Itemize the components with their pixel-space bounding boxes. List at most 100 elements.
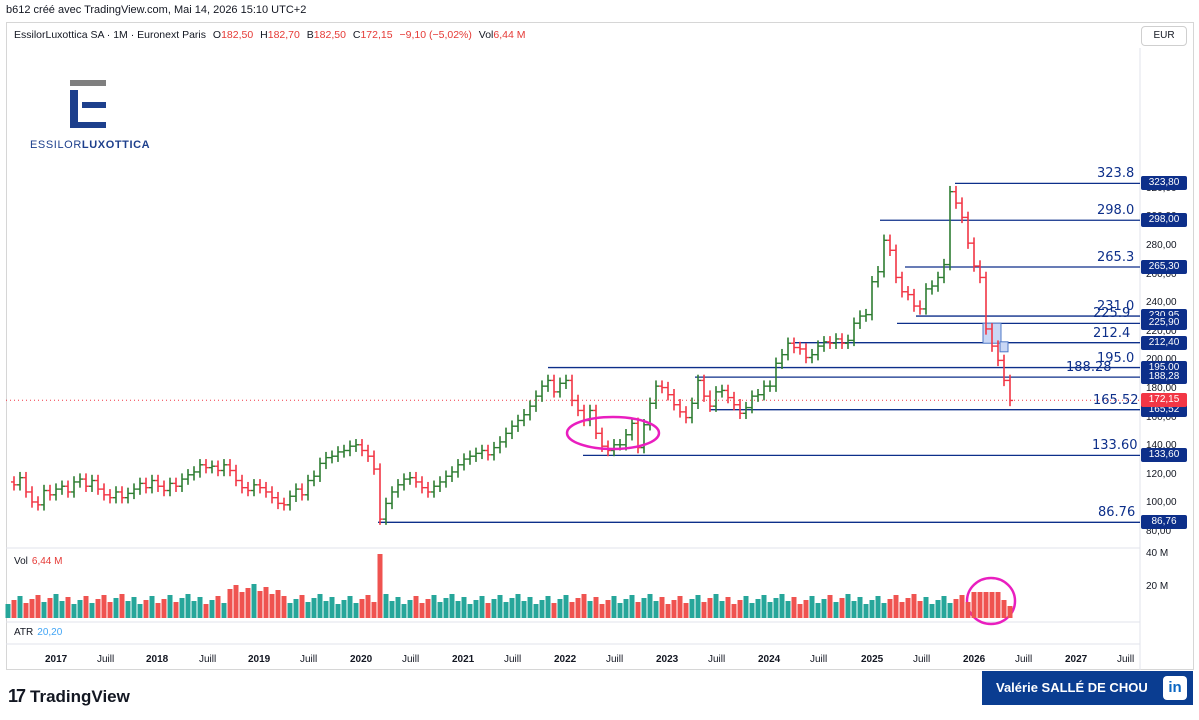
volume-bar xyxy=(515,594,521,618)
level-price-tag: 188,28 xyxy=(1141,370,1187,385)
volume-bar xyxy=(617,603,623,618)
currency-button[interactable]: EUR xyxy=(1141,26,1187,46)
volume-bar xyxy=(569,602,575,618)
volume-bar xyxy=(641,598,647,618)
volume-axis-tick: 20 M xyxy=(1146,581,1169,592)
volume-bar xyxy=(407,600,413,618)
level-label: 323.8 xyxy=(1097,166,1135,182)
volume-bar xyxy=(611,596,617,618)
time-axis-label: Juill xyxy=(606,654,624,665)
volume-bar xyxy=(665,604,671,618)
volume-bar xyxy=(767,602,773,618)
volume-bar xyxy=(473,600,479,618)
volume-bar xyxy=(797,604,803,618)
volume-bar xyxy=(251,584,257,618)
volume-bar xyxy=(575,598,581,618)
volume-bar xyxy=(929,604,935,618)
volume-bar xyxy=(683,603,689,618)
tradingview-logo[interactable]: 17 TradingView xyxy=(8,686,130,706)
time-axis-label: Juill xyxy=(1117,654,1135,665)
volume-bar xyxy=(971,592,977,618)
price-axis-tick: 100,00 xyxy=(1146,497,1177,509)
volume-bar xyxy=(125,601,131,618)
volume-bar xyxy=(497,595,503,618)
volume-bar xyxy=(863,604,869,618)
chart-caption: b612 créé avec TradingView.com, Mai 14, … xyxy=(6,4,307,16)
volume-bar xyxy=(233,585,239,618)
volume-bar xyxy=(119,594,125,618)
volume-bar xyxy=(449,594,455,618)
time-axis-label: 2024 xyxy=(758,654,781,665)
volume-bar xyxy=(185,594,191,618)
level-label: 195.0 xyxy=(1097,350,1135,366)
volume-bar xyxy=(935,600,941,618)
volume-bar xyxy=(755,599,761,618)
volume-bar xyxy=(485,603,491,618)
price-axis-tick: 280,00 xyxy=(1146,240,1177,251)
price-axis-tick: 180,00 xyxy=(1146,383,1177,394)
volume-bar xyxy=(827,595,833,618)
volume-bar xyxy=(305,602,311,618)
volume-bar xyxy=(203,604,209,618)
price-axis-tick: 260,00 xyxy=(1146,268,1177,280)
volume-bar xyxy=(1001,600,1007,618)
volume-value: 6,44 M xyxy=(493,29,526,41)
volume-bar xyxy=(977,592,983,618)
volume-bar xyxy=(563,595,569,618)
volume-bar xyxy=(725,597,731,618)
volume-bar xyxy=(557,599,563,618)
volume-bar xyxy=(359,599,365,618)
volume-bar xyxy=(425,599,431,618)
volume-bar xyxy=(719,601,725,618)
volume-pane-label: Vol 6,44 M xyxy=(14,556,63,567)
low-label: B xyxy=(306,29,314,41)
volume-bar xyxy=(527,597,533,618)
level-label: 86.76 xyxy=(1098,505,1136,521)
volume-bar xyxy=(113,598,119,618)
volume-bar xyxy=(227,589,233,618)
volume-bar xyxy=(167,595,173,618)
volume-bar xyxy=(539,600,545,618)
volume-bar xyxy=(761,595,767,618)
volume-bar xyxy=(197,597,203,618)
volume-bar xyxy=(65,597,71,618)
volume-bar xyxy=(803,600,809,618)
volume-bar xyxy=(947,603,953,618)
volume-bar xyxy=(419,603,425,618)
volume-bar xyxy=(41,602,47,618)
time-axis-label: Juill xyxy=(300,654,318,665)
level-price-tag: 323,80 xyxy=(1141,176,1187,191)
volume-bar xyxy=(503,602,509,618)
volume-bar xyxy=(413,596,419,618)
atr-pane-label: ATR 20,20 xyxy=(14,627,63,638)
price-axis-tick: 240,00 xyxy=(1146,297,1177,309)
volume-highlight-ellipse xyxy=(965,576,1017,626)
high-label: H xyxy=(260,29,268,41)
volume-bar xyxy=(605,600,611,618)
volume-bar xyxy=(533,604,539,618)
volume-bar xyxy=(809,596,815,618)
level-price-tag: 298,00 xyxy=(1141,213,1187,228)
volume-label: Vol xyxy=(478,29,494,41)
symbol-legend[interactable]: EssilorLuxottica SA · 1M · Euronext Pari… xyxy=(14,29,526,41)
close-label: C xyxy=(352,29,361,41)
volume-bar xyxy=(341,600,347,618)
volume-bar xyxy=(71,604,77,618)
volume-bar xyxy=(899,602,905,618)
time-axis-label: 2022 xyxy=(554,654,577,665)
volume-bar xyxy=(839,598,845,618)
volume-bar xyxy=(5,604,11,618)
linkedin-icon[interactable]: in xyxy=(1163,676,1187,700)
volume-bar xyxy=(179,598,185,618)
volume-bar xyxy=(599,604,605,618)
volume-bar xyxy=(491,599,497,618)
time-axis-label: Juill xyxy=(504,654,522,665)
volume-bar xyxy=(713,594,719,618)
time-axis-label: 2023 xyxy=(656,654,679,665)
volume-bar xyxy=(257,591,263,618)
author-badge[interactable]: Valérie SALLÉ DE CHOU in xyxy=(982,671,1193,705)
volume-bar xyxy=(221,603,227,618)
volume-bar xyxy=(53,594,59,618)
volume-bar xyxy=(953,599,959,618)
